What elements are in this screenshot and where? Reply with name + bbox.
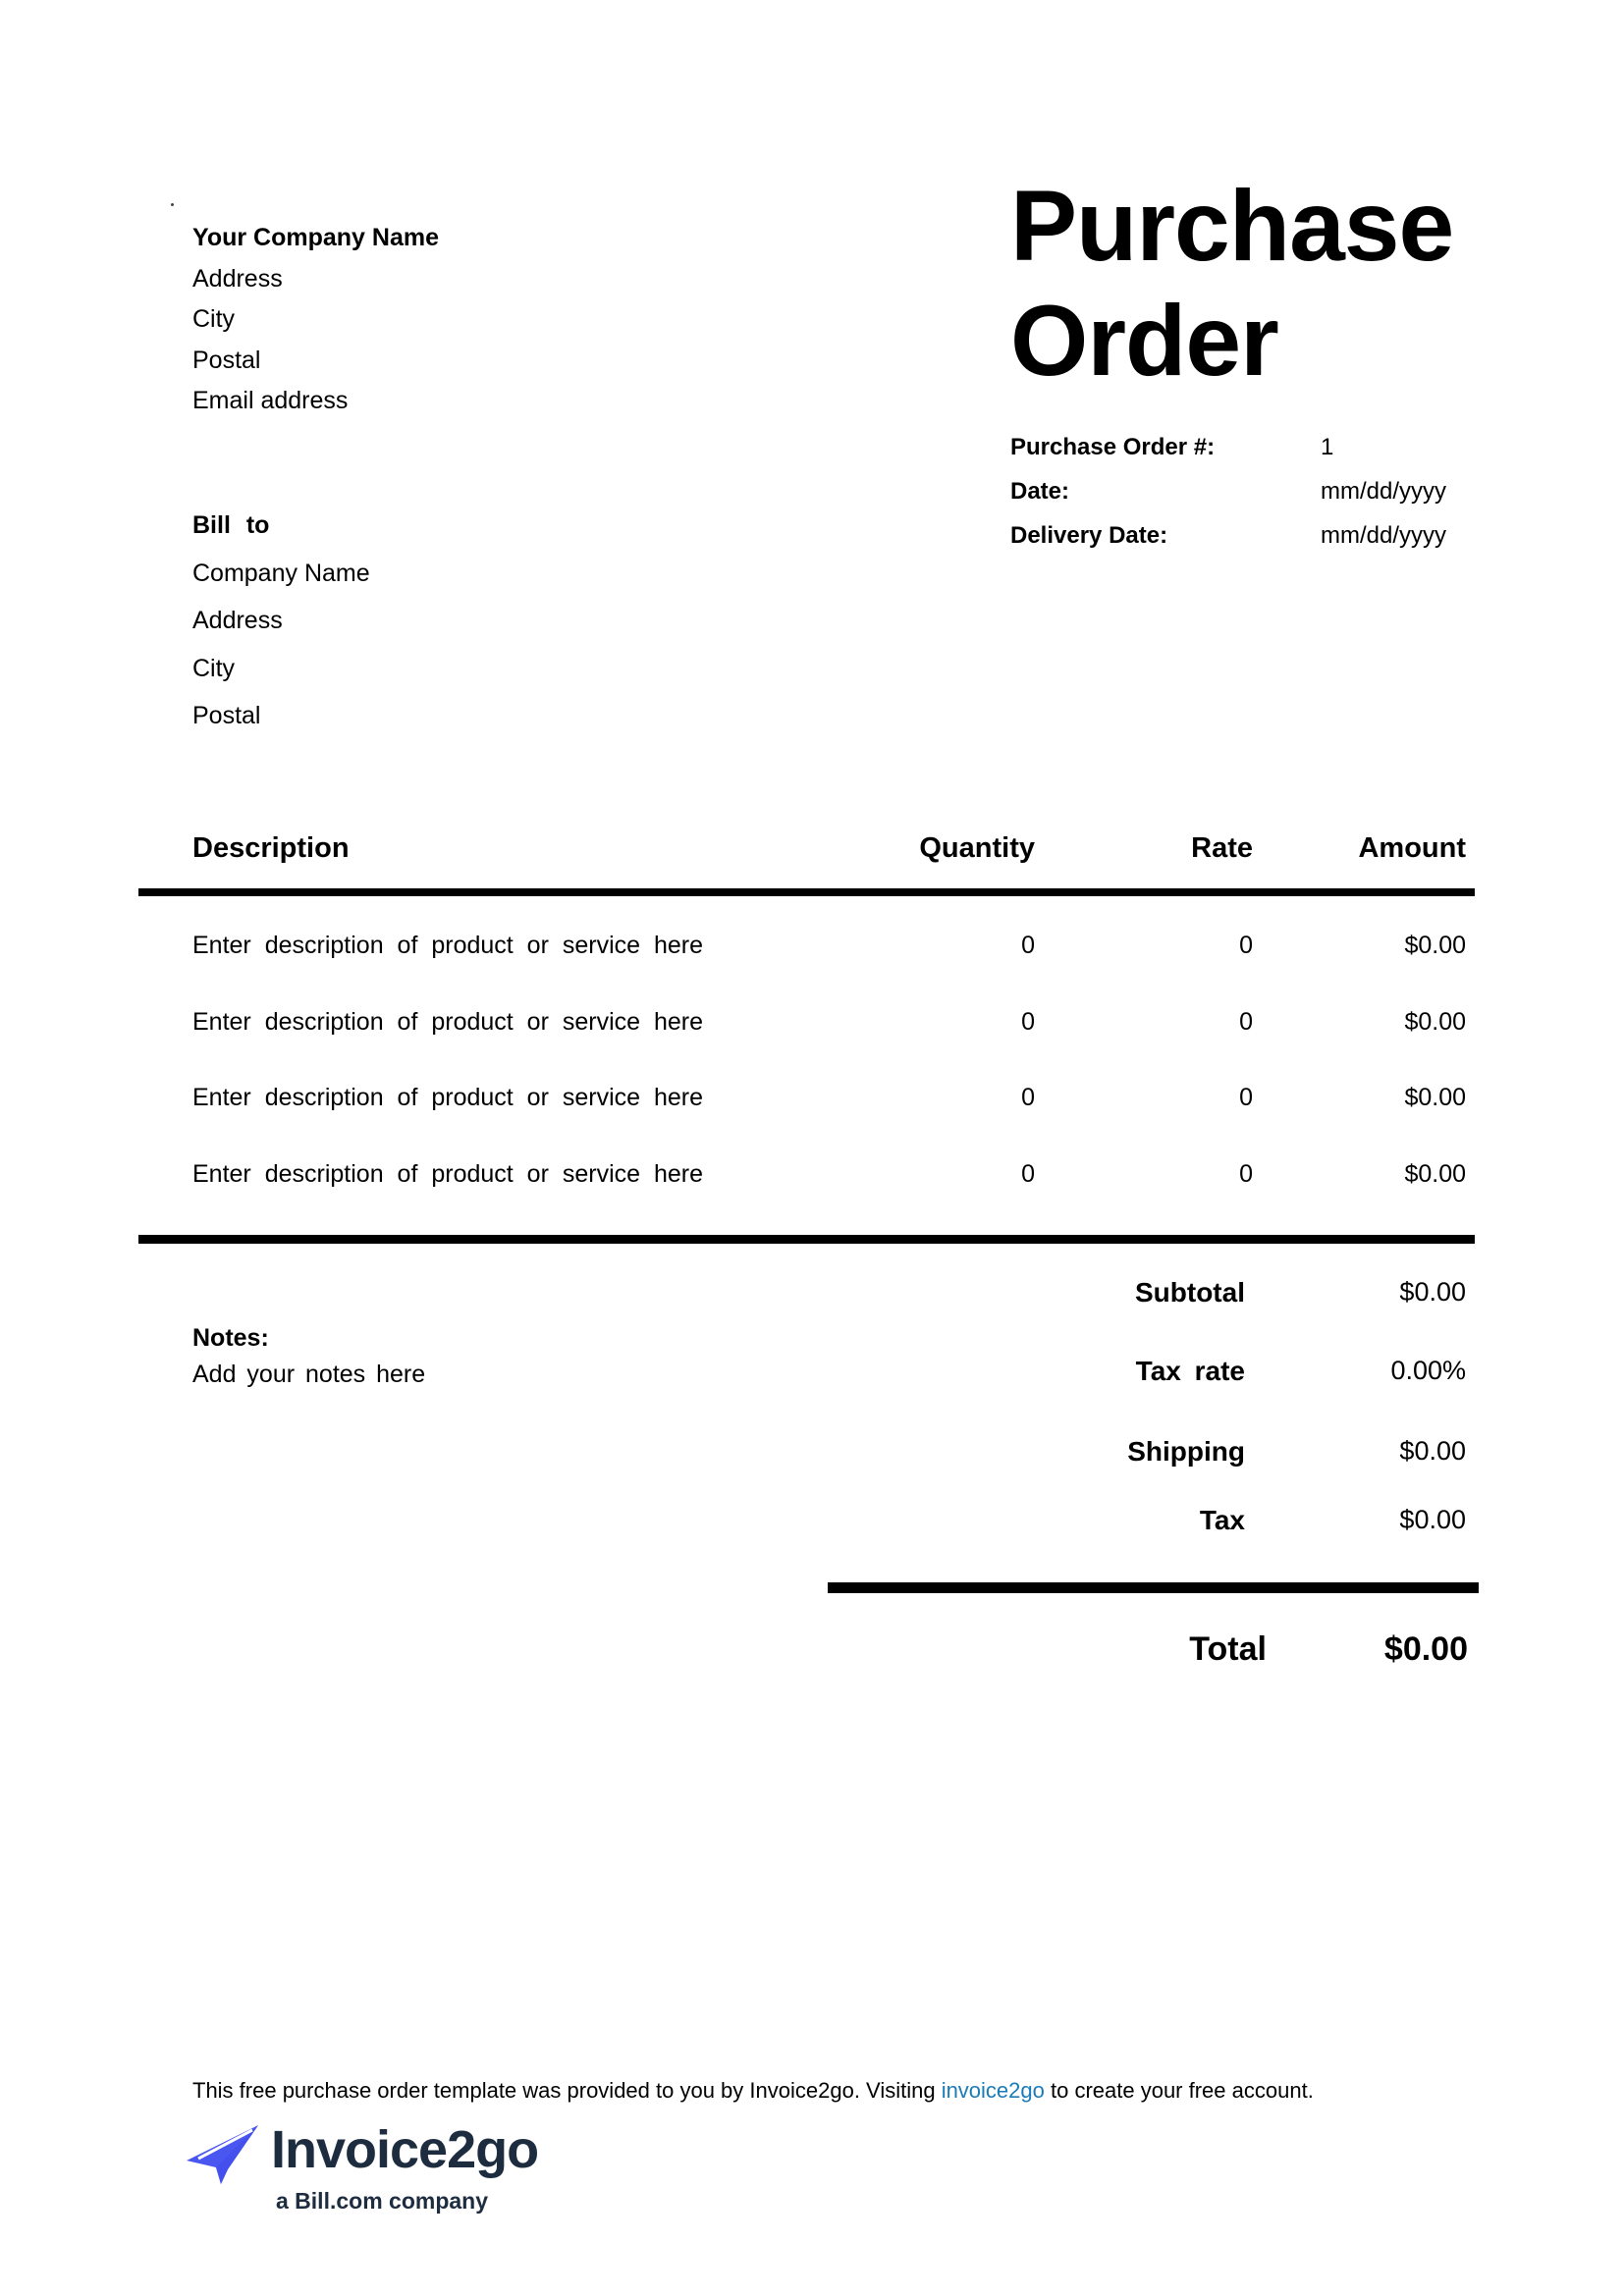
order-date-row: Date: mm/dd/yyyy	[1010, 469, 1475, 513]
delivery-date-row: Delivery Date: mm/dd/yyyy	[1010, 513, 1475, 558]
order-date-value: mm/dd/yyyy	[1321, 478, 1447, 505]
column-header-amount: Amount	[1358, 832, 1466, 864]
item-rate: 0	[1239, 1084, 1253, 1111]
total-rule	[828, 1582, 1479, 1593]
subtotal-label: Subtotal	[1135, 1277, 1245, 1308]
total-value: $0.00	[1383, 1630, 1468, 1668]
footer-note: This free purchase order template was pr…	[192, 2078, 1314, 2104]
logo-tagline: a Bill.com company	[276, 2188, 489, 2214]
item-quantity: 0	[1021, 1084, 1035, 1111]
item-rate: 0	[1239, 1008, 1253, 1036]
page-title-line1: Purchase	[1010, 170, 1454, 282]
tax-rate-label: Tax rate	[1135, 1356, 1245, 1386]
column-header-rate: Rate	[1191, 832, 1253, 864]
page-title-line2: Order	[1010, 285, 1279, 397]
delivery-date-value: mm/dd/yyyy	[1321, 522, 1447, 549]
order-number-value: 1	[1321, 434, 1334, 460]
bill-to-postal: Postal	[192, 702, 261, 729]
tax-rate-value: 0.00%	[1390, 1356, 1466, 1385]
bill-to-address: Address	[192, 607, 283, 634]
column-header-description: Description	[192, 832, 350, 864]
shipping-value: $0.00	[1399, 1436, 1466, 1466]
invoice2go-link[interactable]: invoice2go	[941, 2078, 1045, 2103]
seller-info-block: Your Company Name Address City Postal Em…	[192, 218, 439, 422]
footer-text-after: to create your free account.	[1044, 2078, 1314, 2103]
item-amount: $0.00	[1404, 1160, 1466, 1188]
total-label: Total	[1189, 1630, 1267, 1668]
item-quantity: 0	[1021, 1160, 1035, 1188]
stray-dot	[171, 203, 174, 206]
column-header-quantity: Quantity	[919, 832, 1035, 864]
footer-text-before: This free purchase order template was pr…	[192, 2078, 942, 2103]
table-bottom-rule	[138, 1235, 1475, 1244]
order-meta: Purchase Order #: 1 Date: mm/dd/yyyy Del…	[1010, 425, 1475, 558]
subtotal-value: $0.00	[1399, 1277, 1466, 1307]
order-date-label: Date:	[1010, 478, 1070, 505]
delivery-date-label: Delivery Date:	[1010, 522, 1168, 549]
seller-city: City	[192, 305, 236, 333]
item-description: Enter description of product or service …	[192, 1008, 704, 1036]
item-amount: $0.00	[1404, 1084, 1466, 1111]
order-number-row: Purchase Order #: 1	[1010, 425, 1475, 469]
item-rate: 0	[1239, 1160, 1253, 1188]
bill-to-company: Company Name	[192, 559, 370, 587]
tax-value: $0.00	[1399, 1505, 1466, 1534]
invoice2go-logo-text: Invoice2go	[271, 2120, 539, 2179]
seller-company-name: Your Company Name	[192, 224, 439, 251]
paper-plane-icon	[186, 2124, 260, 2190]
tax-label: Tax	[1199, 1505, 1245, 1535]
item-description: Enter description of product or service …	[192, 1160, 704, 1188]
seller-address: Address	[192, 264, 283, 293]
item-quantity: 0	[1021, 932, 1035, 959]
table-header-rule	[138, 888, 1475, 896]
item-description: Enter description of product or service …	[192, 932, 704, 959]
bill-to-block: Bill to Company Name Address City Postal	[192, 502, 370, 740]
shipping-label: Shipping	[1127, 1436, 1245, 1467]
item-quantity: 0	[1021, 1008, 1035, 1036]
seller-postal: Postal	[192, 346, 261, 374]
bill-to-heading: Bill to	[192, 511, 270, 539]
item-amount: $0.00	[1404, 932, 1466, 959]
notes-body: Add your notes here	[192, 1361, 426, 1388]
bill-to-city: City	[192, 654, 236, 682]
page-title: Purchase Order	[1010, 169, 1454, 399]
item-amount: $0.00	[1404, 1008, 1466, 1036]
notes-heading: Notes:	[192, 1324, 269, 1352]
seller-email: Email address	[192, 387, 349, 414]
order-number-label: Purchase Order #:	[1010, 434, 1216, 460]
item-description: Enter description of product or service …	[192, 1084, 704, 1111]
item-rate: 0	[1239, 932, 1253, 959]
